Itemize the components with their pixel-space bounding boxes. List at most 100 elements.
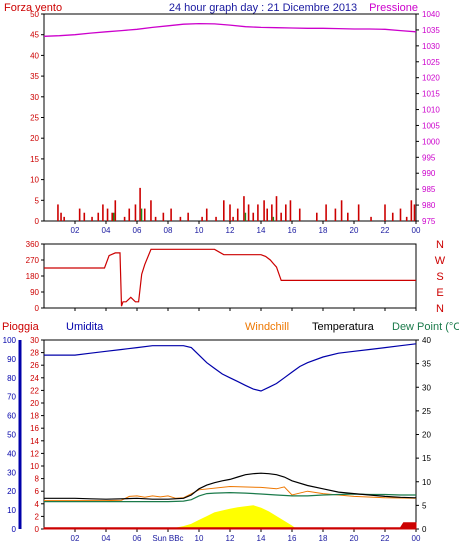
hour-axis-top-label: 00 <box>412 226 421 235</box>
hour-axis-top-label: 10 <box>195 226 204 235</box>
temp-tick-label: 35 <box>422 360 431 369</box>
legend-humidity: Umidita <box>66 321 104 333</box>
hour-axis-top-label: 18 <box>319 226 328 235</box>
hour-axis-bottom-label: 10 <box>195 534 204 543</box>
rain-tick-label: 28 <box>30 349 39 358</box>
hour-axis-bottom-label: 20 <box>350 534 359 543</box>
humidity-tick-label: 70 <box>7 393 16 402</box>
direction-tick-label: 180 <box>26 272 40 281</box>
rain-tick-label: 14 <box>30 437 39 446</box>
pressure-line <box>43 22 417 37</box>
hour-axis-bottom-label: 06 <box>133 534 142 543</box>
rain-tick-label: 2 <box>35 512 40 521</box>
hour-axis-top-label: 06 <box>133 226 142 235</box>
hour-axis-bottom-label: 00 <box>412 534 421 543</box>
humidity-tick-label: 50 <box>7 431 16 440</box>
rain-tick-label: 16 <box>30 424 39 433</box>
wind-direction-line <box>44 248 416 307</box>
hour-axis-top-label: 20 <box>350 226 359 235</box>
pressure-tick-label: 1015 <box>422 90 440 99</box>
rain-area <box>43 522 417 530</box>
hour-axis-top-label: 16 <box>288 226 297 235</box>
humidity-tick-label: 30 <box>7 468 16 477</box>
compass-letter: N <box>436 239 444 251</box>
pressure-tick-label: 1025 <box>422 58 440 67</box>
hour-axis-bottom-label: 22 <box>381 534 390 543</box>
pressure-tick-label: 995 <box>422 153 436 162</box>
hour-axis-top-label: 14 <box>257 226 266 235</box>
legend-dewpoint: Dew Point (°C <box>392 321 459 333</box>
temp-tick-label: 10 <box>422 478 431 487</box>
pressure-tick-label: 1040 <box>422 10 440 19</box>
hour-axis-top-label: 08 <box>164 226 173 235</box>
rain-tick-label: 10 <box>30 462 39 471</box>
compass-letter: W <box>435 255 446 267</box>
sunshine-area <box>175 505 296 530</box>
rain-tick-label: 12 <box>30 449 39 458</box>
compass-letter: N <box>436 303 444 315</box>
temp-tick-label: 40 <box>422 336 431 345</box>
hour-axis-top-label: 04 <box>102 226 111 235</box>
direction-tick-label: 90 <box>30 288 39 297</box>
rain-tick-label: 26 <box>30 361 39 370</box>
temp-tick-label: 30 <box>422 383 431 392</box>
wind-force-tick-label: 15 <box>30 155 39 164</box>
temp-tick-label: 0 <box>422 525 427 534</box>
legend-windchill: Windchill <box>245 321 289 333</box>
temp-tick-label: 5 <box>422 501 427 510</box>
hour-axis-bottom-label: Sun BBc <box>152 534 183 543</box>
humidity-tick-label: 10 <box>7 506 16 515</box>
hour-axis-bottom-label: 16 <box>288 534 297 543</box>
pressure-tick-label: 1010 <box>422 106 440 115</box>
direction-tick-label: 270 <box>26 256 40 265</box>
wind-force-tick-label: 40 <box>30 51 39 60</box>
legend-rain: Pioggia <box>2 321 40 333</box>
rain-tick-label: 18 <box>30 412 39 421</box>
rain-tick-label: 6 <box>35 487 40 496</box>
direction-tick-label: 360 <box>26 240 40 249</box>
wind-force-tick-label: 10 <box>30 176 39 185</box>
pressure-tick-label: 985 <box>422 185 436 194</box>
hour-axis-bottom-label: 18 <box>319 534 328 543</box>
temperature-line <box>44 472 417 500</box>
rain-tick-label: 8 <box>35 475 40 484</box>
humidity-tick-label: 20 <box>7 487 16 496</box>
pressure-tick-label: 1030 <box>422 42 440 51</box>
humidity-tick-label: 60 <box>7 412 16 421</box>
direction-tick-label: 0 <box>35 304 40 313</box>
chart-title: 24 hour graph day : 21 Dicembre 2013 <box>169 2 357 14</box>
wind-force-tick-label: 50 <box>30 10 39 19</box>
pressure-tick-label: 1035 <box>422 26 440 35</box>
pressure-tick-label: 975 <box>422 217 436 226</box>
wind-force-tick-label: 5 <box>35 196 40 205</box>
humidity-tick-label: 90 <box>7 355 16 364</box>
pressure-label: Pressione <box>369 2 418 14</box>
hour-axis-bottom-label: 02 <box>71 534 80 543</box>
humidity-tick-label: 80 <box>7 374 16 383</box>
humidity-tick-label: 100 <box>3 336 17 345</box>
hour-axis-bottom-label: 12 <box>226 534 235 543</box>
pressure-tick-label: 1005 <box>422 121 440 130</box>
compass-letter: S <box>436 271 443 283</box>
pressure-tick-label: 990 <box>422 169 436 178</box>
temp-tick-label: 25 <box>422 407 431 416</box>
hour-axis-top-label: 12 <box>226 226 235 235</box>
hour-axis-bottom-label: 04 <box>102 534 111 543</box>
rain-tick-label: 0 <box>35 525 40 534</box>
humidity-line <box>44 343 417 392</box>
rain-tick-label: 4 <box>35 500 40 509</box>
pressure-tick-label: 1000 <box>422 137 440 146</box>
rain-tick-label: 22 <box>30 386 39 395</box>
wind-force-tick-label: 25 <box>30 114 39 123</box>
pressure-tick-label: 1020 <box>422 74 440 83</box>
wind-force-label: Forza vento <box>4 2 62 14</box>
wind-force-tick-label: 45 <box>30 31 39 40</box>
legend-temperature: Temperatura <box>312 321 375 333</box>
humidity-tick-label: 40 <box>7 449 16 458</box>
chart-marks: 5045403530252015105010401035103010251020… <box>3 10 441 543</box>
wind-force-tick-label: 20 <box>30 134 39 143</box>
